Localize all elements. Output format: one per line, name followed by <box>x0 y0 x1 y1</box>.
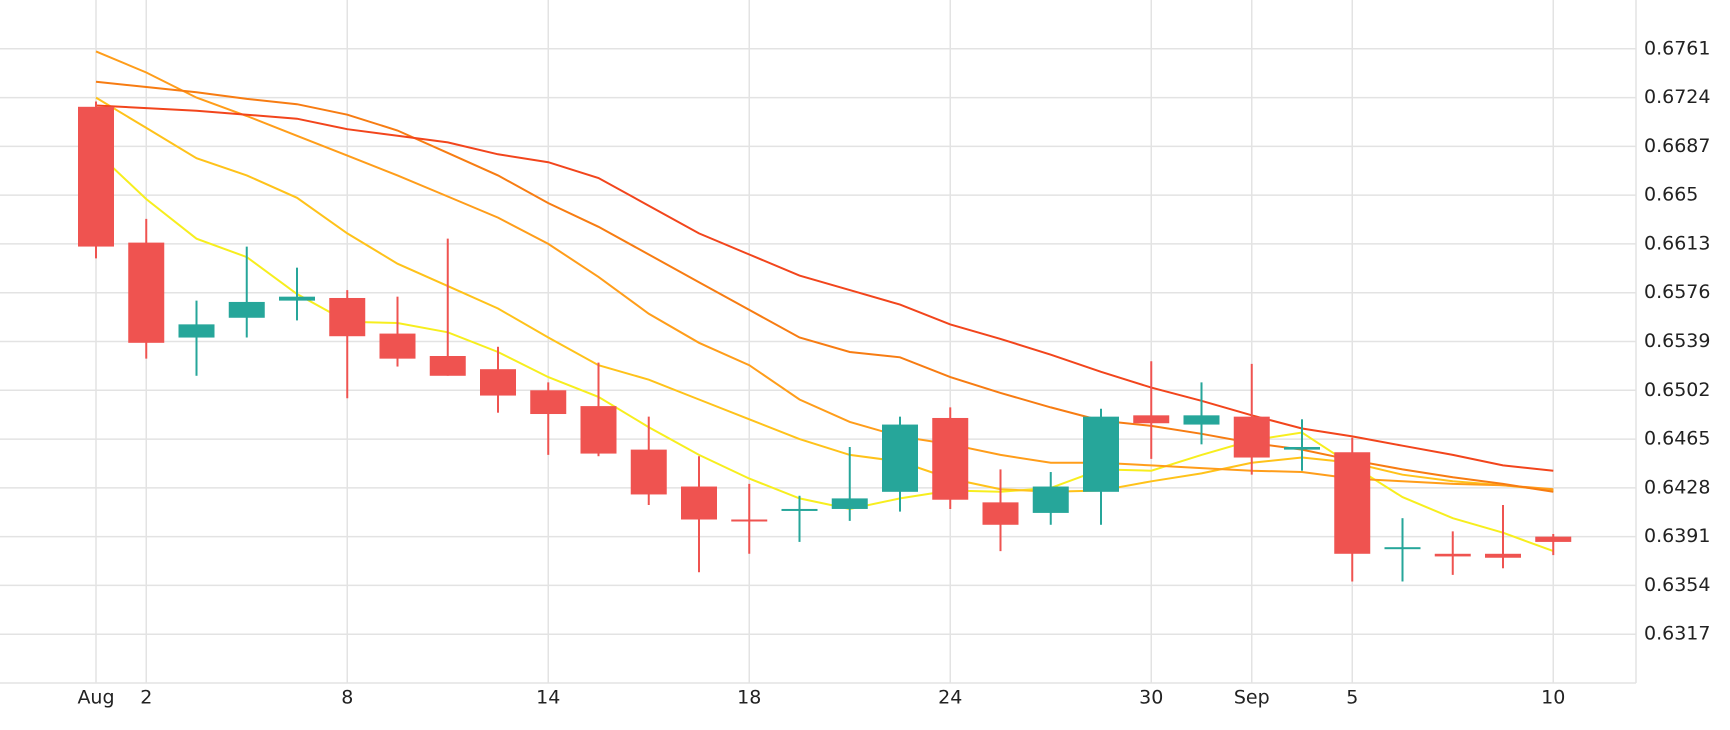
candle-body <box>128 242 165 343</box>
y-tick-label: 0.6687 <box>1644 135 1710 157</box>
labels: 0.6317 0.6354 0.6391 0.6428 0.6465 0.6502 0.65… <box>77 37 1710 708</box>
x-tick-label: 24 <box>938 687 962 709</box>
y-tick-label: 0.6761 <box>1644 37 1710 59</box>
candle-body <box>379 333 416 359</box>
candle-body <box>1485 553 1521 558</box>
moving-average-line <box>95 80 1554 493</box>
y-tick-label: 0.665 <box>1644 184 1698 206</box>
candle-body <box>228 301 265 318</box>
candle-body <box>480 369 516 396</box>
candle-body <box>279 296 315 301</box>
y-tick-label: 0.6465 <box>1644 428 1710 450</box>
candle-body <box>1384 547 1421 550</box>
y-tick-label: 0.6428 <box>1644 476 1710 498</box>
candle-body <box>882 424 918 492</box>
candle-body <box>681 486 717 520</box>
x-tick-label: Aug <box>77 687 114 709</box>
candle-body <box>580 406 617 454</box>
candle-body <box>932 417 969 500</box>
candle-body <box>1133 415 1170 424</box>
candle-body <box>1434 553 1471 557</box>
candle-body <box>1535 536 1572 542</box>
candle-body <box>831 498 868 509</box>
moving-average-line <box>95 104 1554 472</box>
candle-body <box>1284 446 1320 450</box>
x-tick-label: 18 <box>737 687 761 709</box>
y-tick-label: 0.6317 <box>1644 623 1710 645</box>
y-tick-label: 0.6539 <box>1644 330 1710 352</box>
y-tick-label: 0.6391 <box>1644 525 1710 547</box>
y-tick-label: 0.6613 <box>1644 232 1710 254</box>
y-tick-label: 0.6576 <box>1644 281 1710 303</box>
x-tick-label: Sep <box>1234 687 1270 709</box>
x-tick-label: 8 <box>341 687 353 709</box>
x-tick-label: 14 <box>536 687 560 709</box>
marks <box>78 50 1572 582</box>
candle-body <box>78 106 114 247</box>
candle-body <box>731 519 768 522</box>
candle-body <box>630 449 667 495</box>
x-tick-label: 30 <box>1139 687 1163 709</box>
y-tick-label: 0.6724 <box>1644 86 1710 108</box>
moving-average-line <box>95 96 1554 493</box>
candle-body <box>429 356 466 376</box>
candle-body <box>329 297 366 337</box>
candle-body <box>1233 416 1270 458</box>
y-tick-label: 0.6502 <box>1644 379 1710 401</box>
candle-body <box>178 324 215 338</box>
x-tick-label: 2 <box>140 687 152 709</box>
candle-body <box>1334 452 1371 554</box>
grid <box>0 0 1636 683</box>
x-tick-label: 10 <box>1541 687 1565 709</box>
y-tick-label: 0.6354 <box>1644 574 1710 596</box>
x-tick-label: 5 <box>1346 687 1358 709</box>
candle-body <box>781 508 818 511</box>
candle-body <box>530 390 567 415</box>
moving-average-line <box>95 50 1554 491</box>
candle-body <box>982 502 1019 525</box>
candle-body <box>1032 486 1069 513</box>
candle-body <box>1183 415 1220 425</box>
candle-body <box>1083 416 1119 492</box>
